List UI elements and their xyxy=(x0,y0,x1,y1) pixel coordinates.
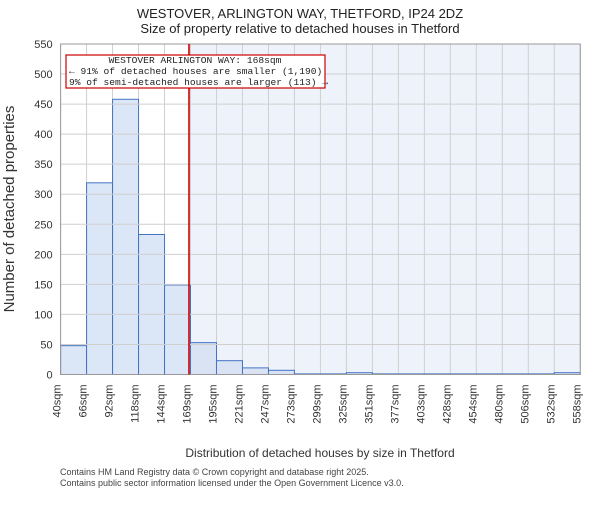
svg-text:118sqm: 118sqm xyxy=(130,385,142,423)
svg-text:144sqm: 144sqm xyxy=(156,385,168,424)
svg-text:← 91% of detached houses are s: ← 91% of detached houses are smaller (1,… xyxy=(69,66,322,77)
svg-text:299sqm: 299sqm xyxy=(311,385,323,424)
svg-text:Number of detached properties: Number of detached properties xyxy=(1,106,18,313)
svg-text:558sqm: 558sqm xyxy=(571,385,583,424)
svg-text:169sqm: 169sqm xyxy=(182,385,194,424)
svg-text:325sqm: 325sqm xyxy=(337,385,349,424)
svg-text:480sqm: 480sqm xyxy=(493,385,505,424)
svg-text:247sqm: 247sqm xyxy=(259,385,271,424)
svg-text:Distribution of detached house: Distribution of detached houses by size … xyxy=(185,446,454,460)
svg-text:9% of semi-detached houses are: 9% of semi-detached houses are larger (1… xyxy=(69,77,328,88)
svg-text:40sqm: 40sqm xyxy=(52,385,64,418)
svg-text:Contains public sector informa: Contains public sector information licen… xyxy=(60,478,404,488)
svg-text:300: 300 xyxy=(34,189,52,201)
svg-text:506sqm: 506sqm xyxy=(519,385,531,424)
svg-text:403sqm: 403sqm xyxy=(415,385,427,424)
svg-text:377sqm: 377sqm xyxy=(389,385,401,424)
svg-text:450: 450 xyxy=(34,99,52,111)
svg-text:350: 350 xyxy=(34,159,52,171)
svg-text:195sqm: 195sqm xyxy=(207,385,219,424)
svg-text:221sqm: 221sqm xyxy=(233,385,245,424)
svg-text:100: 100 xyxy=(34,309,52,321)
svg-text:92sqm: 92sqm xyxy=(104,385,116,418)
svg-text:273sqm: 273sqm xyxy=(285,385,297,424)
svg-text:WESTOVER ARLINGTON WAY: 168sqm: WESTOVER ARLINGTON WAY: 168sqm xyxy=(109,55,282,66)
svg-text:351sqm: 351sqm xyxy=(363,385,375,424)
svg-text:50: 50 xyxy=(40,339,52,351)
svg-text:Contains HM Land Registry data: Contains HM Land Registry data © Crown c… xyxy=(60,467,369,477)
svg-text:0: 0 xyxy=(46,370,52,382)
svg-text:150: 150 xyxy=(34,279,52,291)
svg-text:400: 400 xyxy=(34,129,52,141)
svg-text:550: 550 xyxy=(34,39,52,51)
svg-text:66sqm: 66sqm xyxy=(78,385,90,418)
svg-text:200: 200 xyxy=(34,249,52,261)
svg-text:500: 500 xyxy=(34,69,52,81)
svg-text:250: 250 xyxy=(34,219,52,231)
svg-text:428sqm: 428sqm xyxy=(441,385,453,424)
svg-text:532sqm: 532sqm xyxy=(545,385,557,424)
svg-text:454sqm: 454sqm xyxy=(467,385,479,424)
